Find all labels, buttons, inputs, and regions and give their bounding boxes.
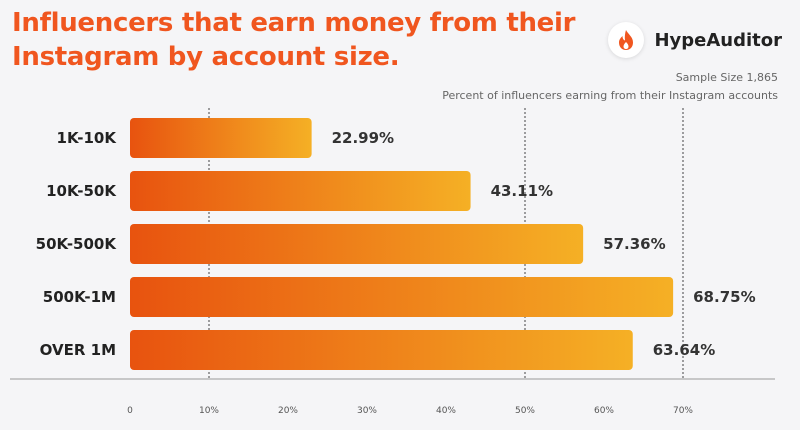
sample-size: Sample Size 1,865: [675, 71, 778, 84]
title-line-2: Instagram by account size.: [12, 42, 400, 72]
x-tick-label: 50%: [515, 406, 535, 416]
brand-logo: HypeAuditor: [608, 22, 782, 58]
value-label: 68.75%: [693, 288, 755, 306]
chart-title: Influencers that earn money from their I…: [12, 6, 575, 74]
category-label: 50K-500K: [36, 235, 118, 253]
chart-subtitle: Percent of influencers earning from thei…: [442, 89, 778, 102]
value-label: 43.11%: [491, 182, 553, 200]
category-label: 500K-1M: [43, 288, 116, 306]
x-tick-label: 40%: [436, 406, 456, 416]
value-label: 57.36%: [603, 235, 665, 253]
value-label: 63.64%: [653, 341, 715, 359]
x-tick-label: 30%: [357, 406, 377, 416]
category-label: OVER 1M: [40, 341, 116, 359]
x-tick-label: 70%: [673, 406, 693, 416]
bar: [130, 277, 674, 317]
x-tick-label: 20%: [278, 406, 298, 416]
category-label: 1K-10K: [57, 129, 118, 147]
category-label: 10K-50K: [46, 182, 117, 200]
x-tick-label: 10%: [199, 406, 219, 416]
title-line-1: Influencers that earn money from their: [12, 8, 576, 38]
x-tick-label: 60%: [594, 406, 614, 416]
bar: [130, 118, 312, 158]
value-label: 22.99%: [332, 129, 394, 147]
brand-name: HypeAuditor: [654, 29, 782, 51]
bar: [130, 224, 584, 264]
bar: [130, 171, 471, 211]
x-tick-label: 0: [127, 406, 133, 416]
bar: [130, 330, 633, 370]
flame-icon: [608, 22, 645, 58]
